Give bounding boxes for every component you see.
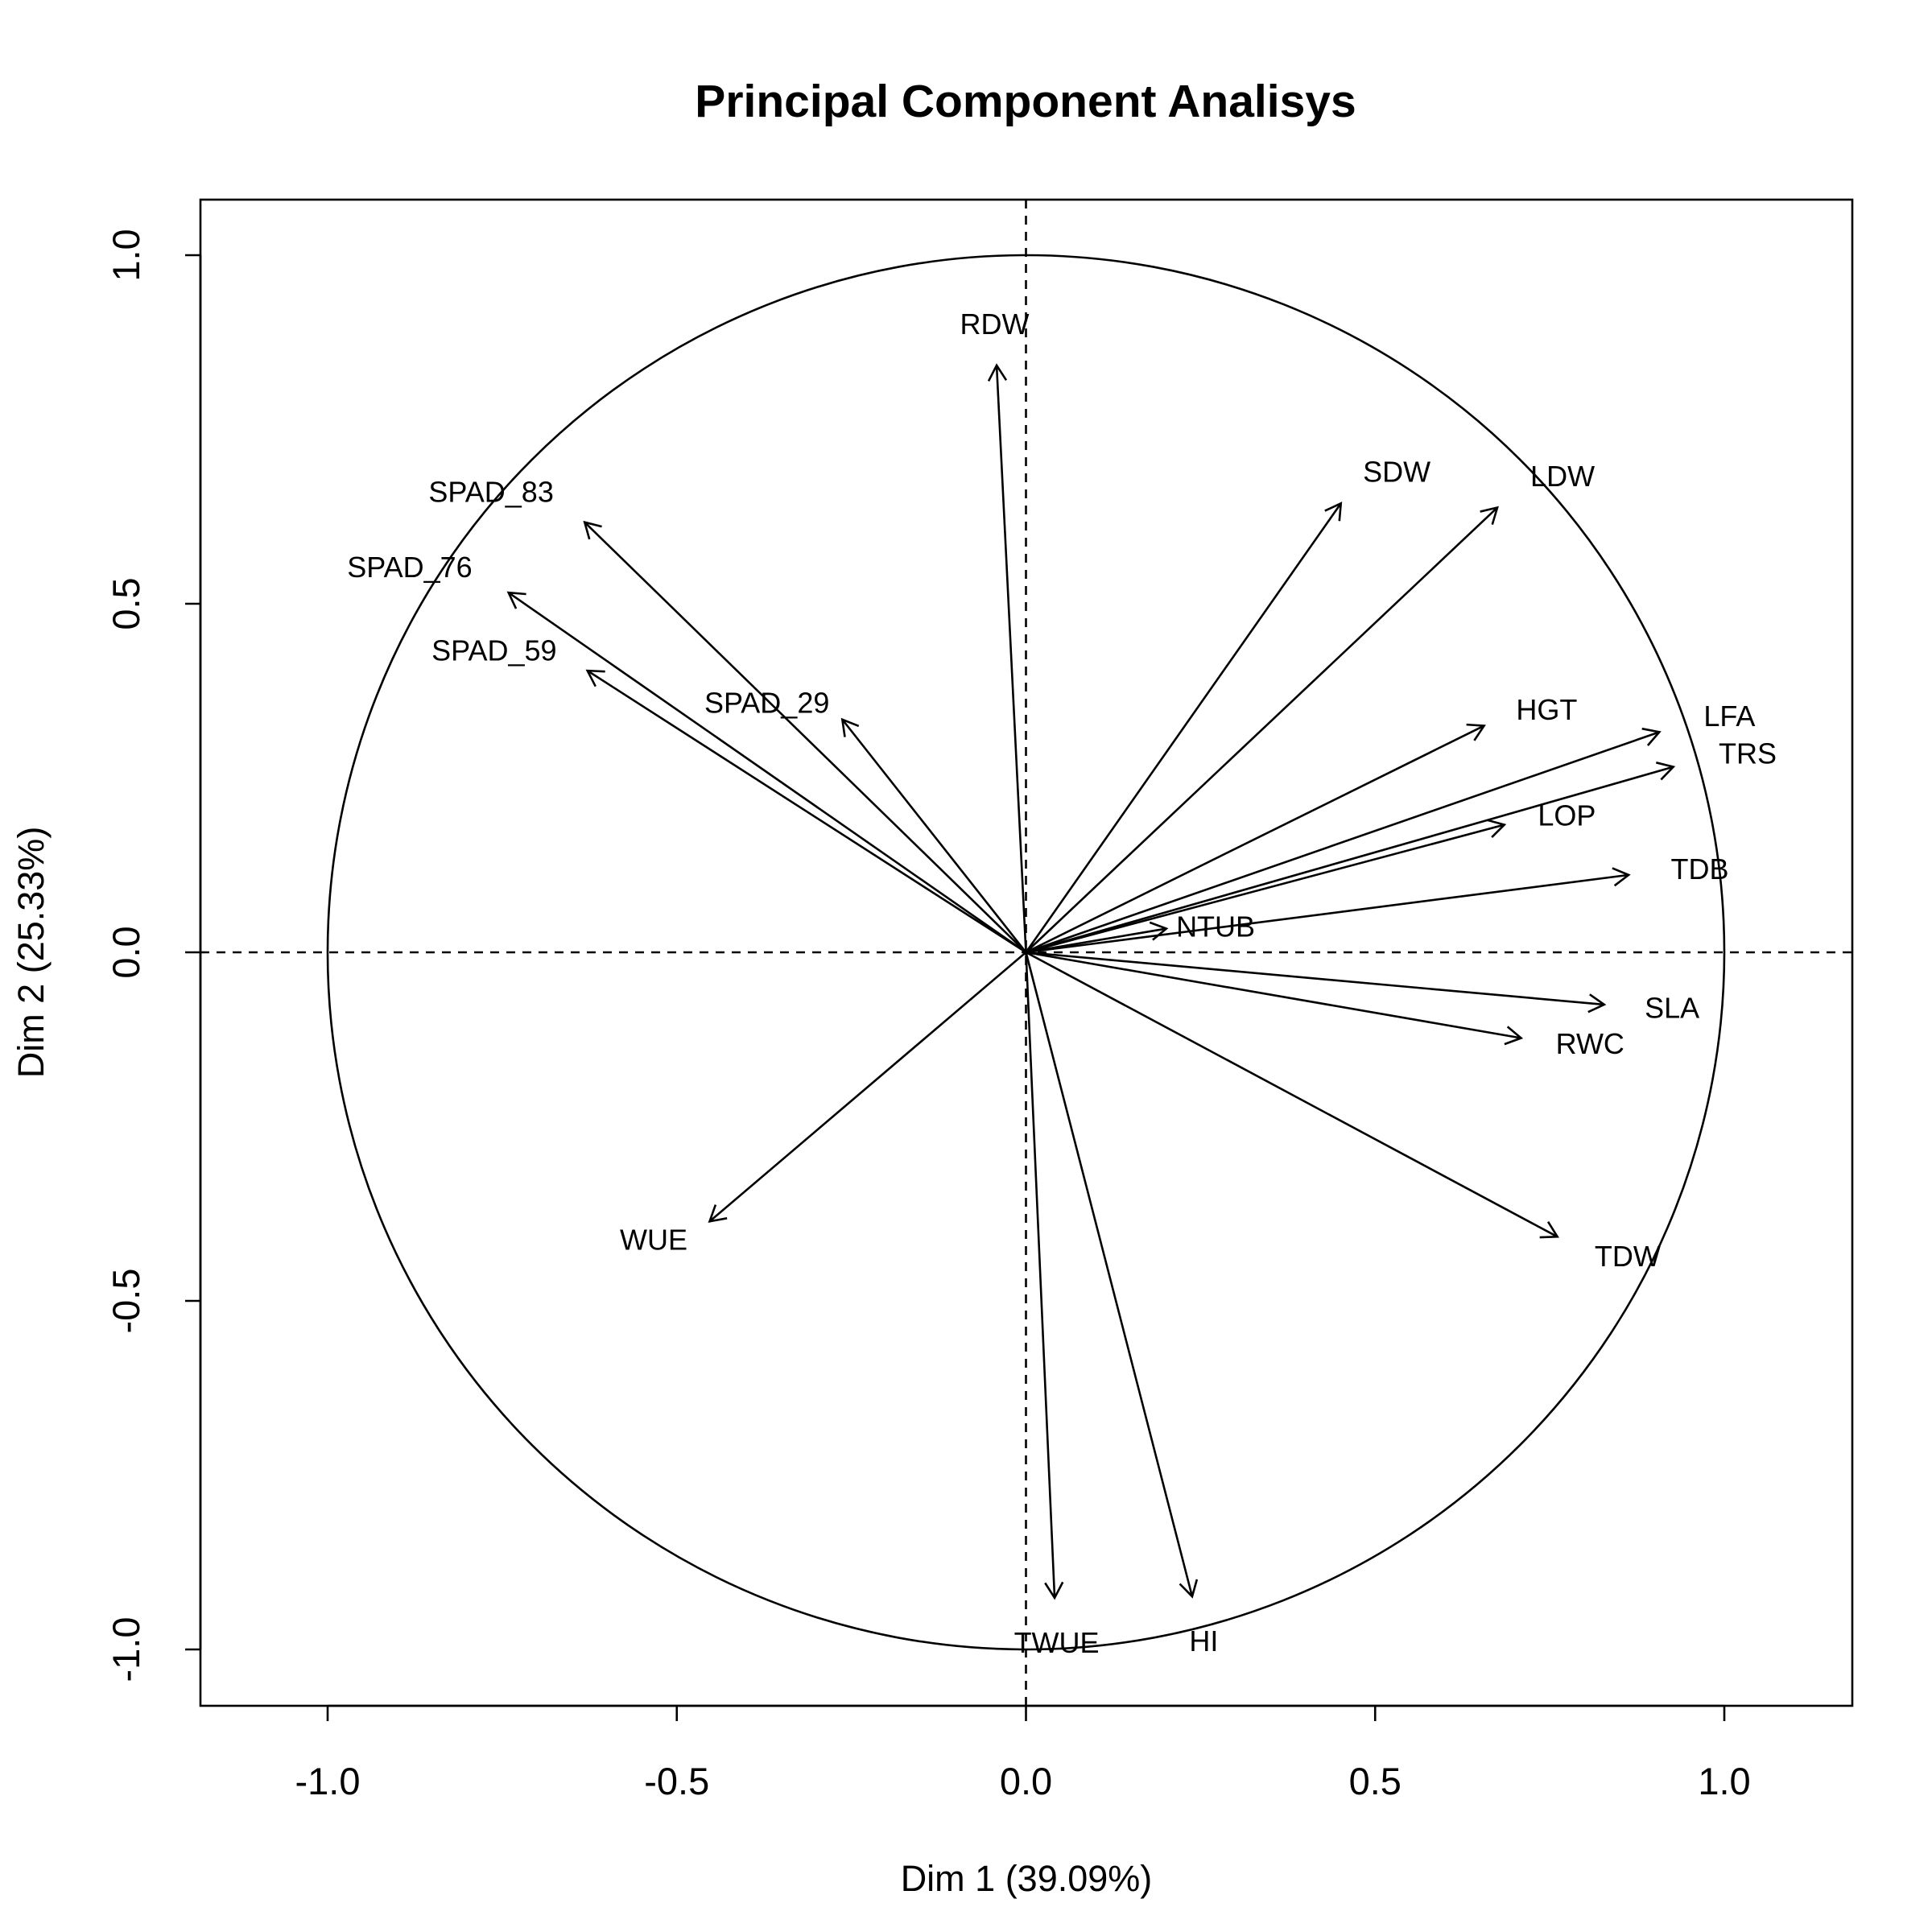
arrow-hi	[1025, 952, 1199, 1599]
arrow-ldw	[1025, 506, 1499, 953]
x-tick-label: -1.0	[295, 1760, 361, 1802]
arrow-rwc	[1026, 951, 1524, 1046]
x-tick-label: 1.0	[1698, 1760, 1750, 1802]
variable-label: RDW	[960, 308, 1030, 341]
y-tick-label: 0.0	[105, 926, 147, 978]
chart-title: Principal Component Analisys	[695, 76, 1356, 127]
variable-label: HGT	[1516, 693, 1577, 726]
arrow-twue	[1025, 952, 1064, 1600]
variable-label: TWUE	[1014, 1626, 1100, 1659]
variable-label: SDW	[1363, 455, 1430, 488]
arrow-spad_59	[585, 669, 1027, 954]
arrow-lop	[1026, 819, 1507, 954]
variable-label: SLA	[1645, 991, 1699, 1024]
variable-label: SPAD_76	[347, 551, 472, 584]
variable-label: TDB	[1671, 852, 1729, 886]
x-tick-label: 0.5	[1349, 1760, 1402, 1802]
arrow-sdw	[1025, 502, 1343, 953]
variable-label: SPAD_59	[431, 634, 556, 667]
y-tick-label: -0.5	[105, 1269, 147, 1334]
arrow-tdb	[1026, 867, 1631, 954]
arrow-spad_83	[583, 520, 1027, 953]
variable-label: HI	[1189, 1624, 1218, 1657]
x-tick-label: 0.0	[1000, 1760, 1052, 1802]
arrow-ntub	[1026, 921, 1169, 954]
variable-label: RWC	[1556, 1027, 1624, 1060]
variable-label: LOP	[1538, 799, 1596, 832]
x-axis-title: Dim 1 (39.09%)	[901, 1858, 1153, 1899]
variable-label: TDW	[1595, 1240, 1661, 1273]
variable-label: SPAD_29	[704, 687, 829, 720]
x-axis: -1.0 -0.5 0.0 0.5 1.0	[295, 1704, 1751, 1802]
variable-arrows	[506, 363, 1676, 1600]
y-tick-label: -1.0	[105, 1617, 147, 1682]
y-tick-label: 0.5	[105, 577, 147, 630]
correlation-circle	[326, 254, 1726, 1651]
variable-label: WUE	[620, 1224, 687, 1257]
variable-labels: RDW SDW LDW SPAD_83 SPAD_76 SPAD_59 SPAD_29 HGT…	[347, 308, 1777, 1659]
y-axis: -1.0 -0.5 0.0 0.5 1.0	[105, 229, 202, 1682]
arrow-sla	[1026, 951, 1607, 1013]
arrow-rdw	[987, 363, 1027, 953]
variable-label: NTUB	[1176, 910, 1255, 943]
x-tick-label: -0.5	[644, 1760, 709, 1802]
arrow-spad_76	[506, 591, 1027, 954]
arrow-tdw	[1025, 951, 1559, 1239]
arrow-trs	[1026, 762, 1676, 954]
variable-label: LDW	[1530, 460, 1595, 493]
arrow-wue	[708, 952, 1027, 1223]
y-tick-label: 1.0	[105, 229, 147, 281]
variable-label: LFA	[1703, 700, 1755, 733]
variable-label: SPAD_83	[428, 475, 553, 508]
variable-label: TRS	[1719, 737, 1777, 770]
y-axis-title: Dim 2 (25.33%)	[10, 827, 52, 1079]
arrow-spad_29	[840, 717, 1027, 953]
arrow-lfa	[1026, 727, 1662, 954]
arrow-hgt	[1025, 723, 1486, 954]
